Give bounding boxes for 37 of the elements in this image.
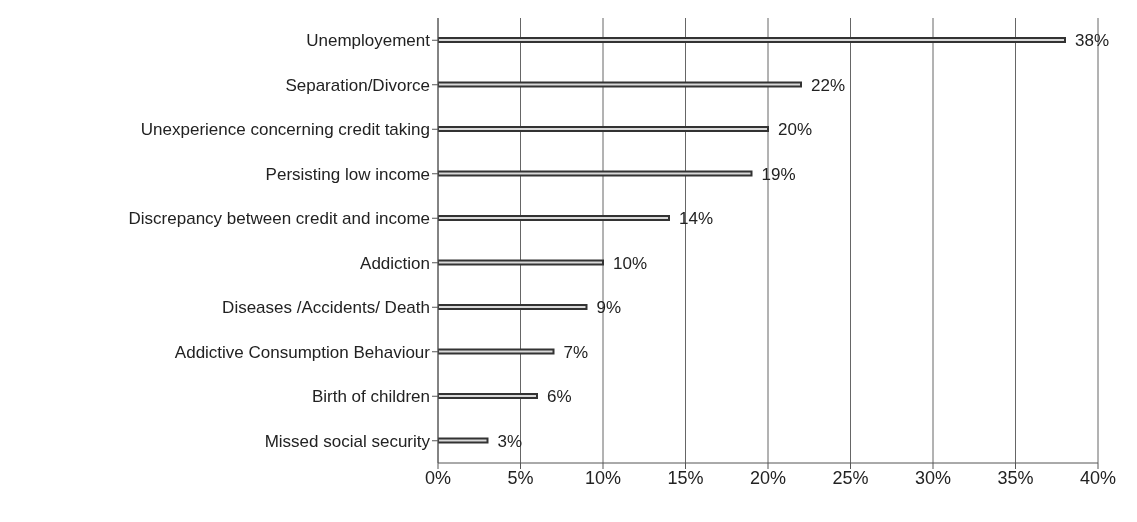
y-tick-label: Addiction <box>360 253 430 273</box>
x-tick-label: 20% <box>749 467 787 488</box>
x-tick-label: 15% <box>667 467 704 488</box>
data-label: 7% <box>563 342 589 362</box>
y-tick-label: Unemployement <box>306 31 431 51</box>
x-tick-label: 35% <box>997 467 1034 488</box>
y-tick-label: Discrepancy between credit and income <box>128 209 430 229</box>
x-tick-label: 10% <box>584 467 622 488</box>
bar <box>438 170 753 177</box>
data-label: 38% <box>1075 31 1110 51</box>
bar <box>438 304 588 311</box>
bar <box>438 348 555 355</box>
data-label: 19% <box>761 164 796 184</box>
data-label: 22% <box>811 75 846 95</box>
y-tick-label: Persisting low income <box>265 164 430 184</box>
bar <box>438 259 604 266</box>
data-label: 9% <box>596 298 622 318</box>
x-tick-label: 5% <box>507 467 534 488</box>
y-tick-label: Missed social security <box>264 431 431 451</box>
y-tick-label: Diseases /Accidents/ Death <box>222 298 430 318</box>
bar <box>438 215 670 222</box>
x-tick-label: 30% <box>914 467 952 488</box>
y-tick-label: Unexperience concerning credit taking <box>140 120 430 140</box>
bar <box>438 393 538 400</box>
x-tick-label: 0% <box>424 467 452 488</box>
bar <box>438 437 489 444</box>
data-label: 20% <box>778 120 813 140</box>
bar <box>438 126 769 133</box>
y-tick-label: Separation/Divorce <box>285 75 430 95</box>
y-tick-label: Birth of children <box>311 387 430 407</box>
bar <box>438 81 802 88</box>
x-tick-label: 25% <box>832 467 869 488</box>
bar <box>438 37 1066 44</box>
y-tick-label: Addictive Consumption Behaviour <box>174 342 431 362</box>
data-label: 6% <box>547 387 572 407</box>
data-label: 10% <box>613 253 648 273</box>
x-tick-label: 40% <box>1079 467 1117 488</box>
